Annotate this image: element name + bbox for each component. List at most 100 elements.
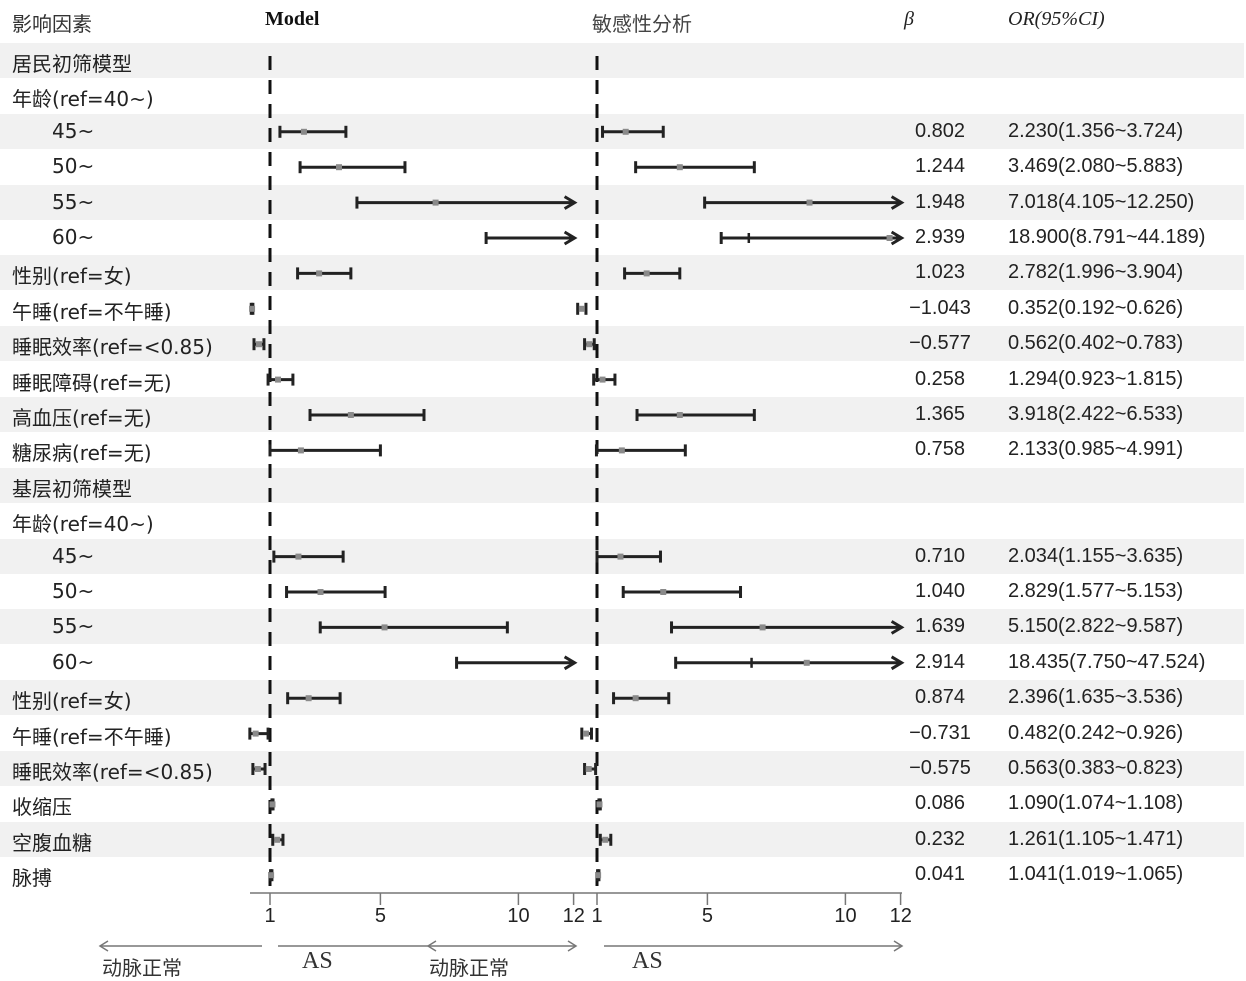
ci-arrow-head (890, 655, 905, 671)
x-tick-label: 12 (562, 905, 585, 927)
table-row: 年龄(ref=40~) (0, 503, 1246, 538)
direction-label-normal-model: 动脉正常 (102, 956, 182, 980)
beta-value: 0.086 (914, 792, 966, 815)
direction-arrow-head (567, 940, 578, 952)
point-estimate (295, 553, 302, 560)
factor-label: 性别(ref=女) (12, 689, 132, 714)
beta-value: 2.914 (914, 650, 966, 673)
or-ci-value: 0.563(0.383~0.823) (1008, 757, 1184, 779)
header-model: Model (265, 8, 320, 30)
point-estimate (596, 801, 603, 808)
or-ci-value: 1.261(1.105~1.471) (1008, 827, 1184, 850)
header-beta: β (904, 8, 914, 30)
point-estimate (660, 589, 667, 595)
factor-label: 睡眠障碍(ref=无) (12, 370, 172, 395)
point-estimate (585, 766, 592, 772)
point-estimate (586, 341, 593, 348)
direction-label-as-sens: AS (632, 948, 663, 974)
x-tick-label: 10 (834, 905, 857, 927)
beta-value: 2.939 (914, 226, 966, 248)
beta-value: 1.639 (914, 615, 966, 638)
direction-label-as-model: AS (302, 948, 333, 974)
factor-label: 基层初筛模型 (12, 476, 132, 501)
direction-arrow-head (893, 940, 904, 952)
table-row: 55~ 1.639 5.150(2.822~9.587) (0, 609, 1246, 645)
point-estimate (252, 730, 259, 737)
row-bg (250, 467, 1244, 503)
row-bg (0, 680, 250, 716)
point-estimate (632, 695, 639, 702)
or-ci-value: 7.018(4.105~12.250) (1008, 190, 1195, 213)
x-tick-label: 12 (889, 905, 912, 927)
table-row: 午睡(ref=不午睡) −0.731 0.482(0.242~0.926) (0, 716, 1246, 751)
factor-label: 脉搏 (12, 866, 52, 891)
beta-value: 1.023 (914, 261, 966, 284)
table-row: 基层初筛模型 (0, 467, 1246, 503)
table-row: 45~ 0.802 2.230(1.356~3.724) (0, 113, 1246, 149)
or-ci-value: 2.782(1.996~3.904) (1008, 261, 1184, 284)
row-bg (0, 184, 250, 220)
direction-arrow-head (426, 940, 437, 952)
factor-label: 高血压(ref=无) (12, 406, 152, 430)
row-bg (250, 680, 1244, 716)
or-ci-value: 2.829(1.577~5.153) (1008, 580, 1184, 602)
x-tick-label: 5 (701, 905, 714, 927)
beta-value: −0.575 (909, 757, 971, 779)
or-ci-value: 0.562(0.402~0.783) (1008, 332, 1184, 355)
row-bg (0, 467, 250, 503)
point-estimate (622, 128, 629, 135)
point-estimate (803, 659, 810, 666)
factor-label: 睡眠效率(ref=<0.85) (12, 335, 213, 360)
ci-arrow-head (563, 195, 578, 210)
beta-value: 1.244 (914, 155, 966, 178)
factor-label: 45~ (52, 543, 95, 568)
row-bg (250, 751, 1244, 786)
point-estimate (268, 872, 275, 879)
table-row: 居民初筛模型 (0, 43, 1246, 78)
or-ci-value: 2.230(1.356~3.724) (1008, 119, 1184, 142)
header-sensitivity: 敏感性分析 (592, 12, 692, 36)
ci-arrow-head (890, 620, 905, 635)
point-estimate (676, 164, 683, 171)
row-bg (0, 397, 250, 432)
table-row: 糖尿病(ref=无) 0.758 2.133(0.985~4.991) (0, 432, 1246, 467)
factor-label: 45~ (52, 118, 95, 143)
table-row: 睡眠效率(ref=<0.85) −0.577 0.562(0.402~0.783) (0, 326, 1246, 362)
point-estimate (381, 624, 388, 631)
x-tick-label: 10 (507, 905, 530, 927)
point-estimate (249, 305, 256, 312)
point-estimate (806, 199, 813, 206)
row-bg (250, 43, 1244, 78)
beta-value: 1.040 (914, 580, 966, 602)
row-bg (250, 326, 1244, 362)
point-estimate (618, 447, 625, 454)
or-ci-value: 5.150(2.822~9.587) (1008, 615, 1184, 638)
point-estimate (300, 128, 307, 135)
row-bg (250, 821, 1244, 857)
or-ci-value: 0.482(0.242~0.926) (1008, 721, 1184, 744)
beta-value: 0.232 (914, 827, 966, 850)
point-estimate (254, 766, 261, 772)
point-estimate (595, 872, 602, 879)
point-estimate (578, 305, 585, 312)
row-bg (0, 43, 250, 78)
table-row: 年龄(ref=40~) (0, 78, 1246, 113)
factor-label: 糖尿病(ref=无) (12, 441, 152, 466)
or-ci-value: 3.469(2.080~5.883) (1008, 155, 1184, 178)
row-bg (0, 751, 250, 786)
factor-label: 年龄(ref=40~) (12, 87, 154, 112)
row-bg (0, 538, 250, 574)
point-estimate (317, 589, 324, 595)
or-ci-value: 1.041(1.019~1.065) (1008, 863, 1184, 886)
or-ci-value: 0.352(0.192~0.626) (1008, 296, 1184, 319)
point-estimate (643, 270, 650, 277)
factor-label: 55~ (52, 614, 95, 639)
beta-value: 0.758 (914, 438, 966, 461)
or-ci-value: 2.133(0.985~4.991) (1008, 438, 1184, 461)
row-bg (0, 821, 250, 857)
point-estimate (582, 730, 589, 737)
point-estimate (255, 341, 262, 348)
factor-label: 55~ (52, 189, 95, 214)
factor-label: 空腹血糖 (12, 830, 92, 855)
